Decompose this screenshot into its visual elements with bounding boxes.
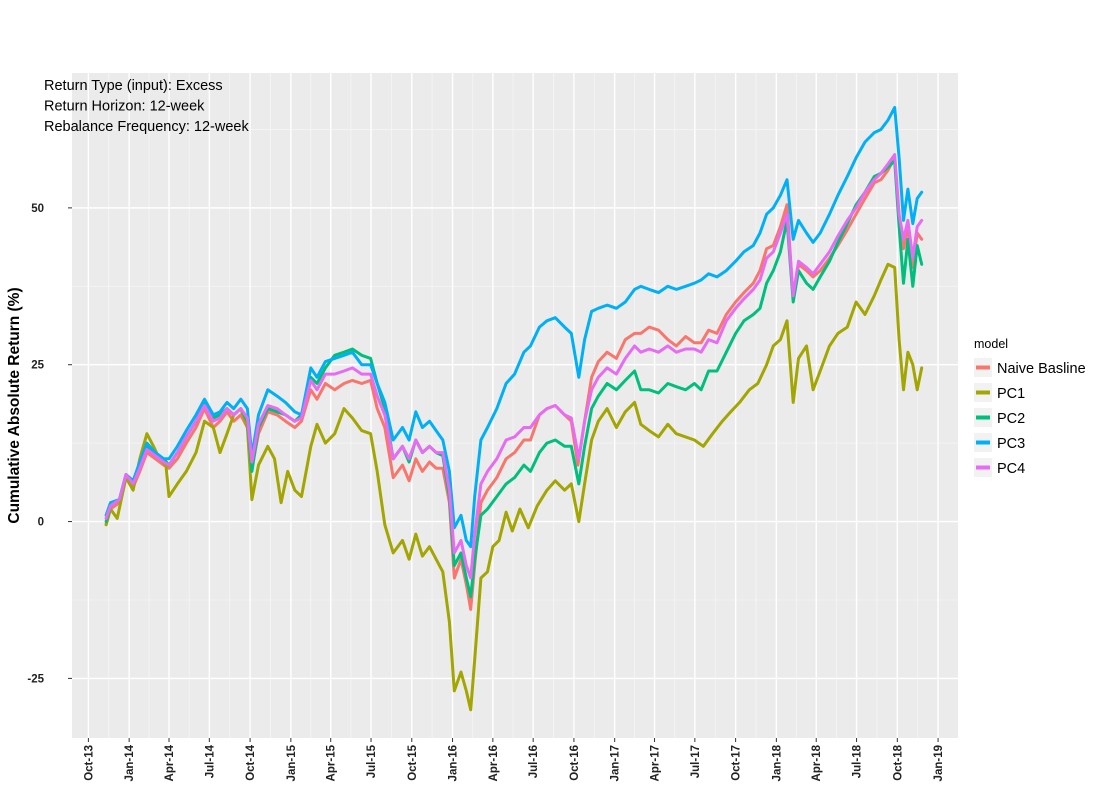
x-tick-label: Jan-14 xyxy=(124,744,136,781)
x-tick-label: Jan-18 xyxy=(771,744,783,781)
panel-background xyxy=(72,73,958,738)
y-tick-label: -25 xyxy=(27,673,44,685)
x-tick-label: Apr-15 xyxy=(326,744,338,781)
annotation-block: Return Type (input): Excess Return Horizo… xyxy=(44,78,249,135)
grid-minor xyxy=(72,73,958,738)
x-tick-label: Oct-18 xyxy=(892,744,904,780)
x-tick-label: Jul-18 xyxy=(852,744,864,778)
x-tick-label: Jul-17 xyxy=(690,745,702,778)
y-tick-label: 0 xyxy=(38,517,44,529)
series-layer xyxy=(104,106,924,712)
x-tick-label: Jul-16 xyxy=(528,745,540,778)
y-tick-label: 25 xyxy=(31,360,44,372)
y-axis-title: Cumulative Absolute Return (%) xyxy=(6,287,23,523)
series-line-5 xyxy=(104,153,924,580)
x-tick-label: Jan-16 xyxy=(448,745,460,781)
annotation-line: Return Type (input): Excess xyxy=(44,78,223,94)
annotation-line: Return Horizon: 12-week xyxy=(44,99,205,115)
series-line-4 xyxy=(104,106,924,549)
y-axis: -25 0 25 50 xyxy=(27,203,72,685)
legend-title: model xyxy=(974,337,1008,351)
x-tick-label: Oct-14 xyxy=(245,744,257,780)
x-tick-label: Oct-15 xyxy=(407,744,419,780)
legend: model Naive Basline PC1 PC2 PC3 PC4 xyxy=(974,337,1086,477)
x-tick-label: Apr-17 xyxy=(650,745,662,781)
x-tick-label: Jul-15 xyxy=(366,744,378,778)
x-tick-label: Apr-14 xyxy=(164,744,176,781)
x-tick-label: Jan-15 xyxy=(286,744,298,781)
legend-label: PC2 xyxy=(997,411,1025,427)
legend-label: PC4 xyxy=(997,461,1025,477)
y-tick-label: 50 xyxy=(31,203,44,215)
x-tick-label: Oct-16 xyxy=(569,745,581,781)
x-tick-label: Jan-19 xyxy=(933,745,945,781)
x-tick-label: Oct-13 xyxy=(83,745,95,781)
legend-label: Naive Basline xyxy=(997,361,1086,377)
x-tick-label: Apr-18 xyxy=(811,744,823,781)
grid-major xyxy=(72,73,958,738)
legend-label: PC1 xyxy=(997,386,1025,402)
legend-label: PC3 xyxy=(997,436,1025,452)
x-axis: Oct-13 Jan-14 Apr-14 Jul-14 Oct-14 Jan-15 Apr-… xyxy=(83,738,945,781)
x-tick-label: Jan-17 xyxy=(610,745,622,781)
x-tick-label: Oct-17 xyxy=(731,745,743,781)
x-tick-label: Apr-16 xyxy=(488,745,500,781)
x-tick-label: Jul-14 xyxy=(204,744,216,778)
annotation-line: Rebalance Frequency: 12-week xyxy=(44,119,249,135)
